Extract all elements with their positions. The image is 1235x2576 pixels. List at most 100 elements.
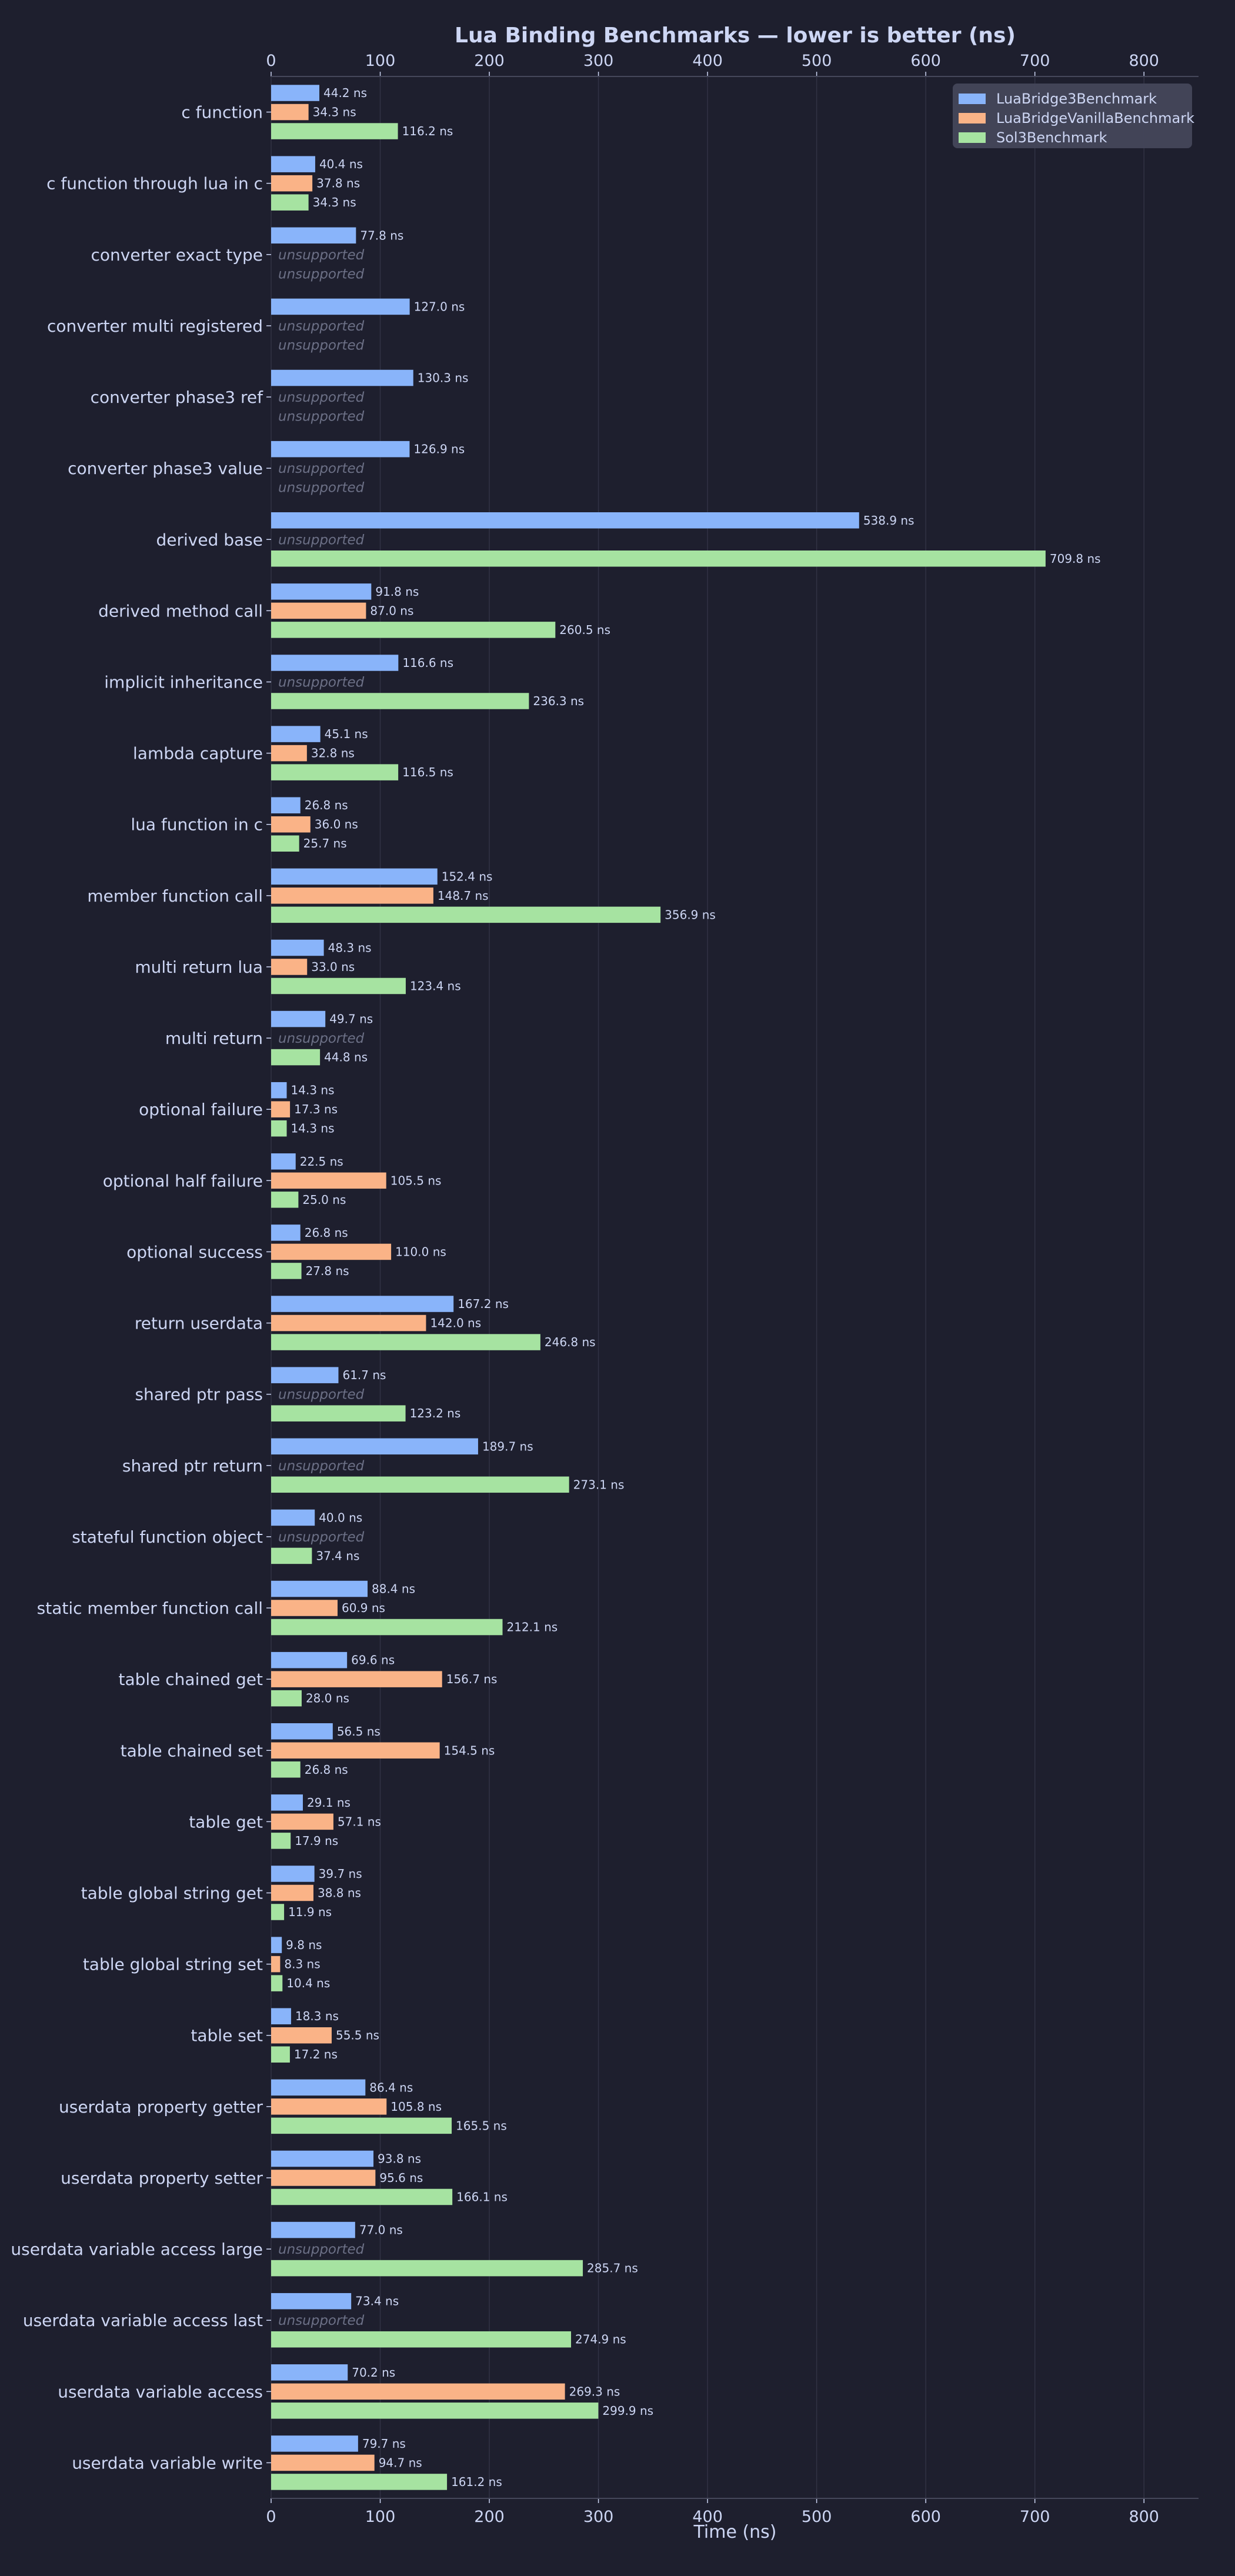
bar-luabridgevanillabenchmark-multi-return-lua xyxy=(271,959,308,975)
category-label-stateful-function-object: stateful function object xyxy=(72,1527,263,1547)
bar-value-label: 260.5 ns xyxy=(559,623,610,637)
bar-value-label: 44.2 ns xyxy=(323,86,367,100)
bar-value-label: 116.6 ns xyxy=(402,656,453,670)
bar-value-label: 91.8 ns xyxy=(375,585,419,599)
legend-label-sol3benchmark: Sol3Benchmark xyxy=(996,129,1107,146)
category-label-optional-failure: optional failure xyxy=(139,1100,263,1119)
bar-value-label: 156.7 ns xyxy=(446,1672,498,1686)
bar-luabridgevanillabenchmark-table-global-string-get xyxy=(271,1884,313,1901)
unsupported-label: unsupported xyxy=(278,675,365,690)
bar-value-label: 10.4 ns xyxy=(286,1976,330,1990)
category-label-converter-phase3-value: converter phase3 value xyxy=(68,459,263,478)
bar-value-label: 116.5 ns xyxy=(402,765,453,779)
bar-luabridge3benchmark-derived-base xyxy=(271,512,859,529)
bar-luabridge3benchmark-table-global-string-set xyxy=(271,1937,282,1953)
bar-value-label: 130.3 ns xyxy=(418,371,469,385)
bar-sol3benchmark-implicit-inheritance xyxy=(271,693,529,709)
bar-luabridgevanillabenchmark-c-function xyxy=(271,104,309,121)
bar-luabridgevanillabenchmark-c-function-through-lua-in-c xyxy=(271,175,313,192)
grid-lines xyxy=(271,76,1144,2498)
bar-value-label: 49.7 ns xyxy=(329,1012,373,1026)
bar-luabridgevanillabenchmark-derived-method-call xyxy=(271,602,366,619)
bar-value-label: 45.1 ns xyxy=(325,727,368,741)
bar-sol3benchmark-derived-method-call xyxy=(271,622,556,638)
category-label-optional-half-failure: optional half failure xyxy=(103,1171,263,1190)
bar-sol3benchmark-userdata-variable-write xyxy=(271,2474,448,2490)
bar-luabridge3benchmark-stateful-function-object xyxy=(271,1509,315,1526)
bar-luabridge3benchmark-return-userdata xyxy=(271,1296,454,1312)
bar-luabridgevanillabenchmark-optional-success xyxy=(271,1243,392,1260)
bar-value-label: 37.8 ns xyxy=(316,176,360,191)
bar-sol3benchmark-optional-half-failure xyxy=(271,1192,299,1208)
bar-value-label: 94.7 ns xyxy=(379,2455,422,2470)
bar-sol3benchmark-shared-ptr-return xyxy=(271,1476,569,1493)
bar-luabridge3benchmark-converter-phase3-ref xyxy=(271,369,413,386)
bar-luabridgevanillabenchmark-table-chained-get xyxy=(271,1671,442,1687)
bar-value-label: 87.0 ns xyxy=(370,603,413,618)
bar-luabridgevanillabenchmark-table-get xyxy=(271,1813,333,1830)
bar-value-label: 88.4 ns xyxy=(372,1582,415,1596)
x-tick-label-bottom: 200 xyxy=(474,2508,505,2526)
bar-value-label: 166.1 ns xyxy=(456,2190,508,2204)
bar-luabridge3benchmark-userdata-variable-write xyxy=(271,2435,358,2452)
bar-value-label: 56.5 ns xyxy=(337,1724,380,1739)
category-label-table-chained-set: table chained set xyxy=(121,1741,263,1760)
bar-sol3benchmark-userdata-property-setter xyxy=(271,2188,453,2205)
bar-luabridge3benchmark-c-function xyxy=(271,85,320,101)
bar-value-label: 123.4 ns xyxy=(410,979,461,993)
bar-value-label: 39.7 ns xyxy=(319,1867,362,1881)
unsupported-label: unsupported xyxy=(278,266,365,282)
category-label-userdata-variable-access: userdata variable access xyxy=(58,2382,263,2401)
bar-value-label: 17.2 ns xyxy=(294,2047,338,2061)
bar-sol3benchmark-userdata-variable-access-last xyxy=(271,2331,572,2348)
bar-value-label: 61.7 ns xyxy=(342,1368,386,1382)
bar-value-label: 70.2 ns xyxy=(352,2365,395,2380)
bar-value-label: 77.0 ns xyxy=(359,2223,403,2237)
bar-value-label: 27.8 ns xyxy=(306,1264,349,1278)
bar-value-label: 236.3 ns xyxy=(533,694,584,708)
category-label-optional-success: optional success xyxy=(126,1242,263,1262)
bar-value-label: 25.0 ns xyxy=(302,1193,346,1207)
axes: 0 0 100 100 200 200 300 300 400 400 500 500 600 600 70… xyxy=(266,52,1199,2526)
unsupported-label: unsupported xyxy=(278,1387,365,1403)
category-label-table-chained-get: table chained get xyxy=(118,1670,263,1689)
bar-value-label: 116.2 ns xyxy=(402,124,453,138)
category-label-converter-multi-registered: converter multi registered xyxy=(47,316,263,336)
bar-luabridgevanillabenchmark-optional-half-failure xyxy=(271,1172,386,1189)
x-tick-label-top: 500 xyxy=(802,52,832,70)
x-tick-label-bottom: 400 xyxy=(692,2508,723,2526)
category-label-derived-base: derived base xyxy=(156,530,263,549)
category-label-lua-function-in-c: lua function in c xyxy=(131,815,263,835)
bar-luabridge3benchmark-lua-function-in-c xyxy=(271,797,301,813)
bar-luabridge3benchmark-table-set xyxy=(271,2008,291,2024)
bar-luabridge3benchmark-lambda-capture xyxy=(271,726,321,742)
category-label-multi-return-lua: multi return lua xyxy=(135,957,263,977)
bar-luabridge3benchmark-optional-half-failure xyxy=(271,1153,296,1170)
x-tick-label-top: 100 xyxy=(365,52,396,70)
bar-luabridge3benchmark-table-chained-get xyxy=(271,1651,348,1669)
bar-value-label: 79.7 ns xyxy=(362,2437,406,2451)
bar-value-label: 44.8 ns xyxy=(324,1050,368,1065)
category-label-shared-ptr-pass: shared ptr pass xyxy=(135,1385,263,1404)
x-tick-label-top: 300 xyxy=(583,52,614,70)
bar-value-label: 105.5 ns xyxy=(390,1173,442,1187)
bar-sol3benchmark-shared-ptr-pass xyxy=(271,1405,406,1422)
bar-value-label: 165.5 ns xyxy=(456,2118,507,2133)
bar-value-label: 36.0 ns xyxy=(315,817,358,832)
bar-value-label: 9.8 ns xyxy=(286,1938,322,1952)
bar-value-label: 110.0 ns xyxy=(395,1244,446,1259)
bar-luabridge3benchmark-userdata-property-setter xyxy=(271,2150,374,2167)
unsupported-label: unsupported xyxy=(278,248,365,263)
bar-luabridgevanillabenchmark-optional-failure xyxy=(271,1101,291,1117)
bar-luabridge3benchmark-static-member-function-call xyxy=(271,1580,368,1597)
bar-sol3benchmark-multi-return-lua xyxy=(271,977,406,995)
x-tick-label-top: 200 xyxy=(474,52,505,70)
bar-value-label: 33.0 ns xyxy=(311,960,355,974)
unsupported-label: unsupported xyxy=(278,409,365,425)
category-label-c-function: c function xyxy=(181,103,263,122)
category-label-multi-return: multi return xyxy=(165,1029,263,1048)
bar-value-label: 299.9 ns xyxy=(602,2404,653,2418)
x-tick-label-bottom: 800 xyxy=(1129,2508,1159,2526)
bar-value-label: 285.7 ns xyxy=(587,2261,638,2275)
unsupported-label: unsupported xyxy=(278,390,365,405)
